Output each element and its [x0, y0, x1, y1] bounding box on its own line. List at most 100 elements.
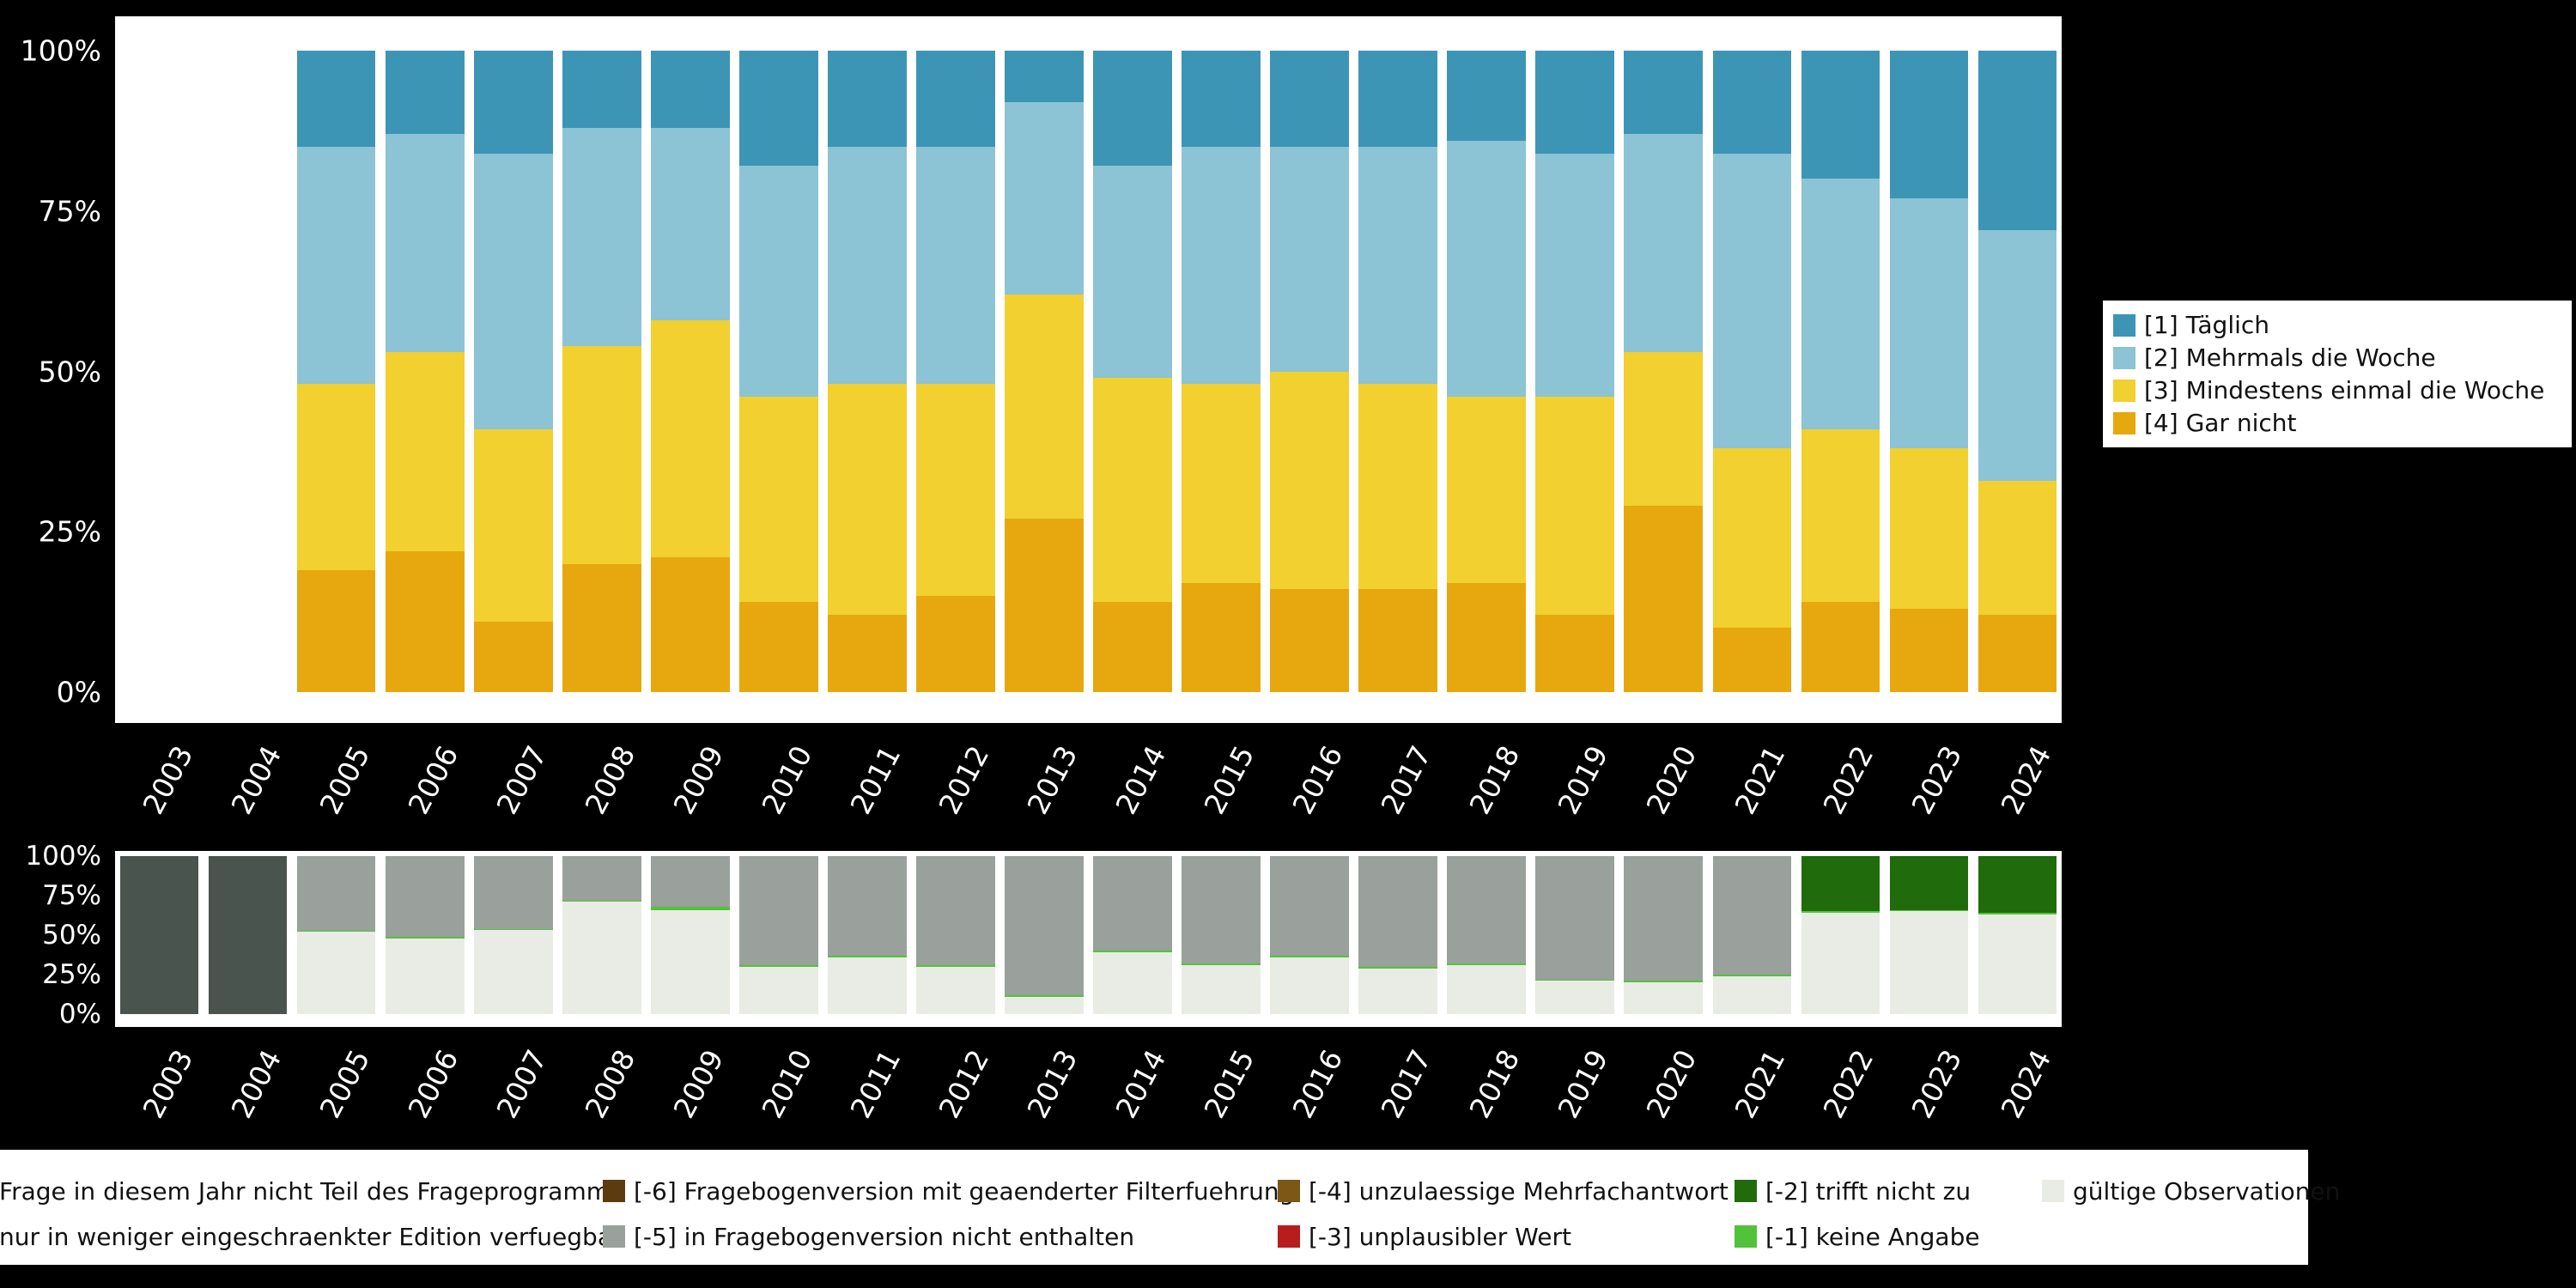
bar-slot-2019: [1531, 856, 1619, 1014]
stacked-bar-2021: [1712, 51, 1792, 692]
legend-label: [-5] in Fragebogenversion nicht enthalte…: [634, 1222, 1135, 1251]
bar-segment: [1889, 608, 1969, 692]
stacked-bar-2005: [296, 51, 376, 692]
missing-legend-item: [-1] keine Angabe: [1735, 1223, 1980, 1251]
missing-legend-item: Frage in diesem Jahr nicht Teil des Frag…: [0, 1177, 623, 1206]
bar-segment: [1447, 963, 1527, 965]
bar-slot-2014: [1089, 856, 1177, 1014]
x-tick-label-2019: 2019: [1551, 1044, 1615, 1124]
bar-segment: [1978, 480, 2057, 616]
frequency-chart-plot: [115, 51, 2062, 692]
bar-segment: [1978, 913, 2057, 915]
bar-segment: [1270, 955, 1349, 957]
x-tick-label-2010: 2010: [755, 740, 819, 820]
bar-segment: [562, 345, 641, 564]
x-tick-label-2020: 2020: [1639, 1044, 1704, 1124]
bar-slot-2006: [380, 856, 469, 1014]
x-tick-label-2020: 2020: [1639, 740, 1704, 820]
stacked-bar-2017: [1358, 51, 1438, 692]
bar-slot-2017: [1354, 51, 1443, 692]
stacked-bar-2012: [916, 856, 995, 1014]
stacked-bar-2006: [385, 856, 465, 1014]
stacked-bar-2018: [1447, 51, 1527, 692]
bar-segment: [1270, 856, 1349, 956]
bar-slot-2015: [1177, 51, 1266, 692]
bar-segment: [1447, 51, 1527, 141]
bar-segment: [1535, 153, 1615, 398]
x-tick-label-2015: 2015: [1197, 740, 1261, 820]
bar-segment: [916, 856, 995, 965]
bar-slot-2008: [557, 856, 646, 1014]
x-tick-label-2007: 2007: [489, 1044, 554, 1124]
bar-segment: [1535, 615, 1615, 692]
x-tick-label-2010: 2010: [755, 1044, 819, 1124]
legend-swatch-icon: [1735, 1225, 1757, 1248]
bar-slot-2010: [734, 856, 823, 1014]
x-tick-label-2017: 2017: [1374, 740, 1438, 820]
bar-slot-2013: [999, 51, 1088, 692]
legend-swatch-icon: [603, 1180, 625, 1202]
bar-segment: [1093, 51, 1172, 167]
legend-item: [1] Täglich: [2113, 311, 2561, 339]
bar-segment: [1624, 352, 1704, 507]
bar-segment: [1270, 589, 1349, 692]
bar-segment: [916, 966, 995, 1014]
x-tick-label-2024: 2024: [1994, 740, 2057, 820]
stacked-bar-2015: [1182, 856, 1261, 1014]
bar-segment: [1624, 981, 1704, 983]
x-tick-label-2013: 2013: [1020, 740, 1084, 820]
stacked-bar-2024: [1978, 51, 2057, 692]
bar-segment: [1712, 975, 1792, 1014]
x-tick-label-2023: 2023: [1905, 1044, 1969, 1124]
x-tick-label-2016: 2016: [1285, 740, 1350, 820]
stacked-bar-2007: [473, 856, 553, 1014]
bar-slot-2003: [115, 856, 204, 1014]
bar-segment: [1978, 914, 2057, 1014]
x-tick-label-2018: 2018: [1462, 740, 1527, 820]
bar-segment: [385, 134, 465, 353]
bar-slot-2021: [1708, 51, 1796, 692]
stacked-bar-2023: [1889, 51, 1969, 692]
stacked-bar-2005: [296, 856, 376, 1014]
bar-segment: [1712, 153, 1792, 449]
bar-slot-2003: [115, 51, 204, 692]
bar-segment: [1358, 589, 1438, 692]
frequency-legend: [1] Täglich [2] Mehrmals die Woche [3] Min…: [2103, 301, 2572, 447]
stacked-bar-2009: [650, 856, 730, 1014]
bar-segment: [738, 964, 818, 967]
stacked-bar-2017: [1358, 856, 1438, 1014]
bar-segment: [1624, 506, 1704, 692]
bar-segment: [916, 147, 995, 385]
bar-slot-2004: [204, 856, 292, 1014]
y-tick-label: 75%: [42, 880, 101, 911]
bar-segment: [385, 856, 465, 937]
bar-slot-2005: [292, 51, 380, 692]
bar-segment: [1978, 230, 2057, 481]
stacked-bar-2014: [1093, 51, 1172, 692]
x-tick-label-2022: 2022: [1816, 1044, 1880, 1124]
legend-item: [4] Gar nicht: [2113, 409, 2561, 437]
bar-slot-2005: [292, 856, 380, 1014]
bar-segment: [1358, 384, 1438, 590]
x-tick-label-2014: 2014: [1109, 1044, 1173, 1124]
bar-segment: [296, 384, 376, 571]
bar-segment: [1535, 397, 1615, 616]
legend-label: nur in weniger eingeschraenkter Edition …: [0, 1222, 623, 1251]
x-tick-label-2016: 2016: [1285, 1044, 1350, 1124]
bar-segment: [1447, 140, 1527, 398]
bar-segment: [1712, 975, 1792, 976]
bar-segment: [1005, 101, 1084, 295]
x-tick-label-2019: 2019: [1551, 740, 1615, 820]
stacked-bar-2020: [1624, 856, 1704, 1014]
y-tick-label: 100%: [20, 33, 101, 68]
stacked-bar-2015: [1182, 51, 1261, 692]
stacked-bar-2003: [119, 856, 199, 1014]
legend-label: [-2] trifft nicht zu: [1765, 1176, 1971, 1206]
bar-slot-2022: [1796, 51, 1885, 692]
bar-segment: [562, 856, 641, 901]
x-tick-label-2008: 2008: [578, 1044, 642, 1124]
bar-slot-2023: [1885, 51, 1973, 692]
bar-slot-2016: [1266, 856, 1354, 1014]
stacked-bar-2019: [1535, 856, 1615, 1014]
bar-segment: [1358, 968, 1438, 1014]
